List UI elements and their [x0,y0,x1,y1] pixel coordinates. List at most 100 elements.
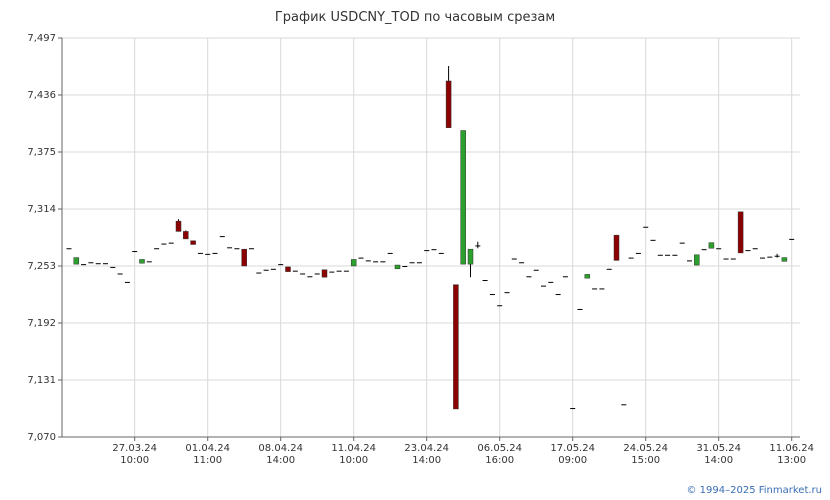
x-tick-label: 08.04.24 14:00 [258,443,303,466]
candle-body [285,266,291,272]
candle-body [212,252,218,254]
candle-body [336,270,342,272]
candle-body [300,273,306,275]
candle-body [139,259,145,264]
y-tick-label: 7,375 [27,147,56,158]
candle-body [541,285,546,287]
candle-body [475,245,481,247]
candle-body [584,274,591,279]
candle-body [606,268,612,270]
candle-body [365,260,371,262]
candle-body [562,276,568,278]
y-tick-label: 7,436 [27,90,56,101]
candle-body [789,238,795,240]
y-tick-label: 7,070 [27,432,56,443]
candle-body [774,255,780,257]
candle-body [132,251,138,253]
candle-body [73,257,80,265]
candle-body [504,292,510,294]
candle-body [358,257,364,259]
candle-body [321,269,328,278]
candle-body [154,248,160,250]
candle-body [387,252,393,254]
candle-body [752,248,758,250]
candle-body [577,308,583,310]
candle-body [146,261,152,263]
y-tick-label: 7,497 [27,33,56,44]
candle-body [431,249,437,251]
candle-body [424,250,430,252]
candle-body [350,259,357,267]
candle-body [533,269,539,271]
candle-body [343,270,349,272]
candle-body [519,262,525,264]
candle-body [511,258,517,260]
candle-body [256,272,262,274]
candle-body [482,280,488,282]
candle-body [278,264,284,266]
candle-body [650,239,656,241]
candle-body [467,248,474,265]
candle-body [635,252,641,254]
x-tick-label: 24.05.24 15:00 [623,443,668,466]
candle-body [329,271,335,273]
candle-body [270,268,276,270]
candle-body [781,257,788,262]
y-tick-label: 7,253 [27,261,56,272]
candle-body [730,258,736,260]
candle-body [161,243,167,245]
candle-body [489,294,495,296]
candle-body [672,254,678,256]
candle-body [103,263,108,265]
candle-body [687,260,692,262]
candle-body [88,262,94,264]
candle-body [205,253,211,255]
candle-body [227,247,233,249]
chart-title: График USDCNY_TOD по часовым срезам [274,10,556,25]
candle-body [380,261,386,263]
candle-body [183,231,189,240]
candle-body [548,281,554,283]
plot-area [62,38,800,437]
candle-body [190,240,196,245]
x-tick-label: 06.05.24 16:00 [477,443,522,466]
candle-body [307,276,313,278]
candle-body [497,305,503,307]
candle-body [95,263,101,265]
candle-body [694,254,700,266]
candle-body [168,242,174,244]
candle-body [373,261,379,263]
candle-body [679,242,685,244]
candle-body [613,234,620,261]
x-tick-label: 11.04.24 10:00 [331,443,376,466]
candle-body [737,211,744,254]
candle-body [628,257,634,259]
candle-body [197,252,203,254]
candle-body [453,284,459,410]
candle-body [643,226,649,228]
candle-body [555,294,561,296]
candle-body [760,257,765,259]
candle-body [767,256,773,258]
x-tick-label: 01.04.24 11:00 [185,443,230,466]
candle-body [745,250,751,252]
candle-body [81,264,87,266]
candle-body [665,254,671,256]
candle-body [701,249,707,251]
candle-body [621,404,627,406]
candle-body [117,273,123,275]
candle-body [263,269,269,271]
candle-body [66,248,72,250]
candle-body [394,264,401,270]
candle-body [219,236,225,238]
candle-body [723,258,729,260]
copyright-link[interactable]: © 1994–2025 Finmarket.ru [686,485,822,496]
x-tick-label: 17.05.24 09:00 [550,443,595,466]
candle-body [175,220,182,232]
x-tick-label: 27.03.24 10:00 [112,443,157,466]
candle-body [592,288,598,290]
candle-body [292,270,298,272]
candle-body [402,266,408,267]
